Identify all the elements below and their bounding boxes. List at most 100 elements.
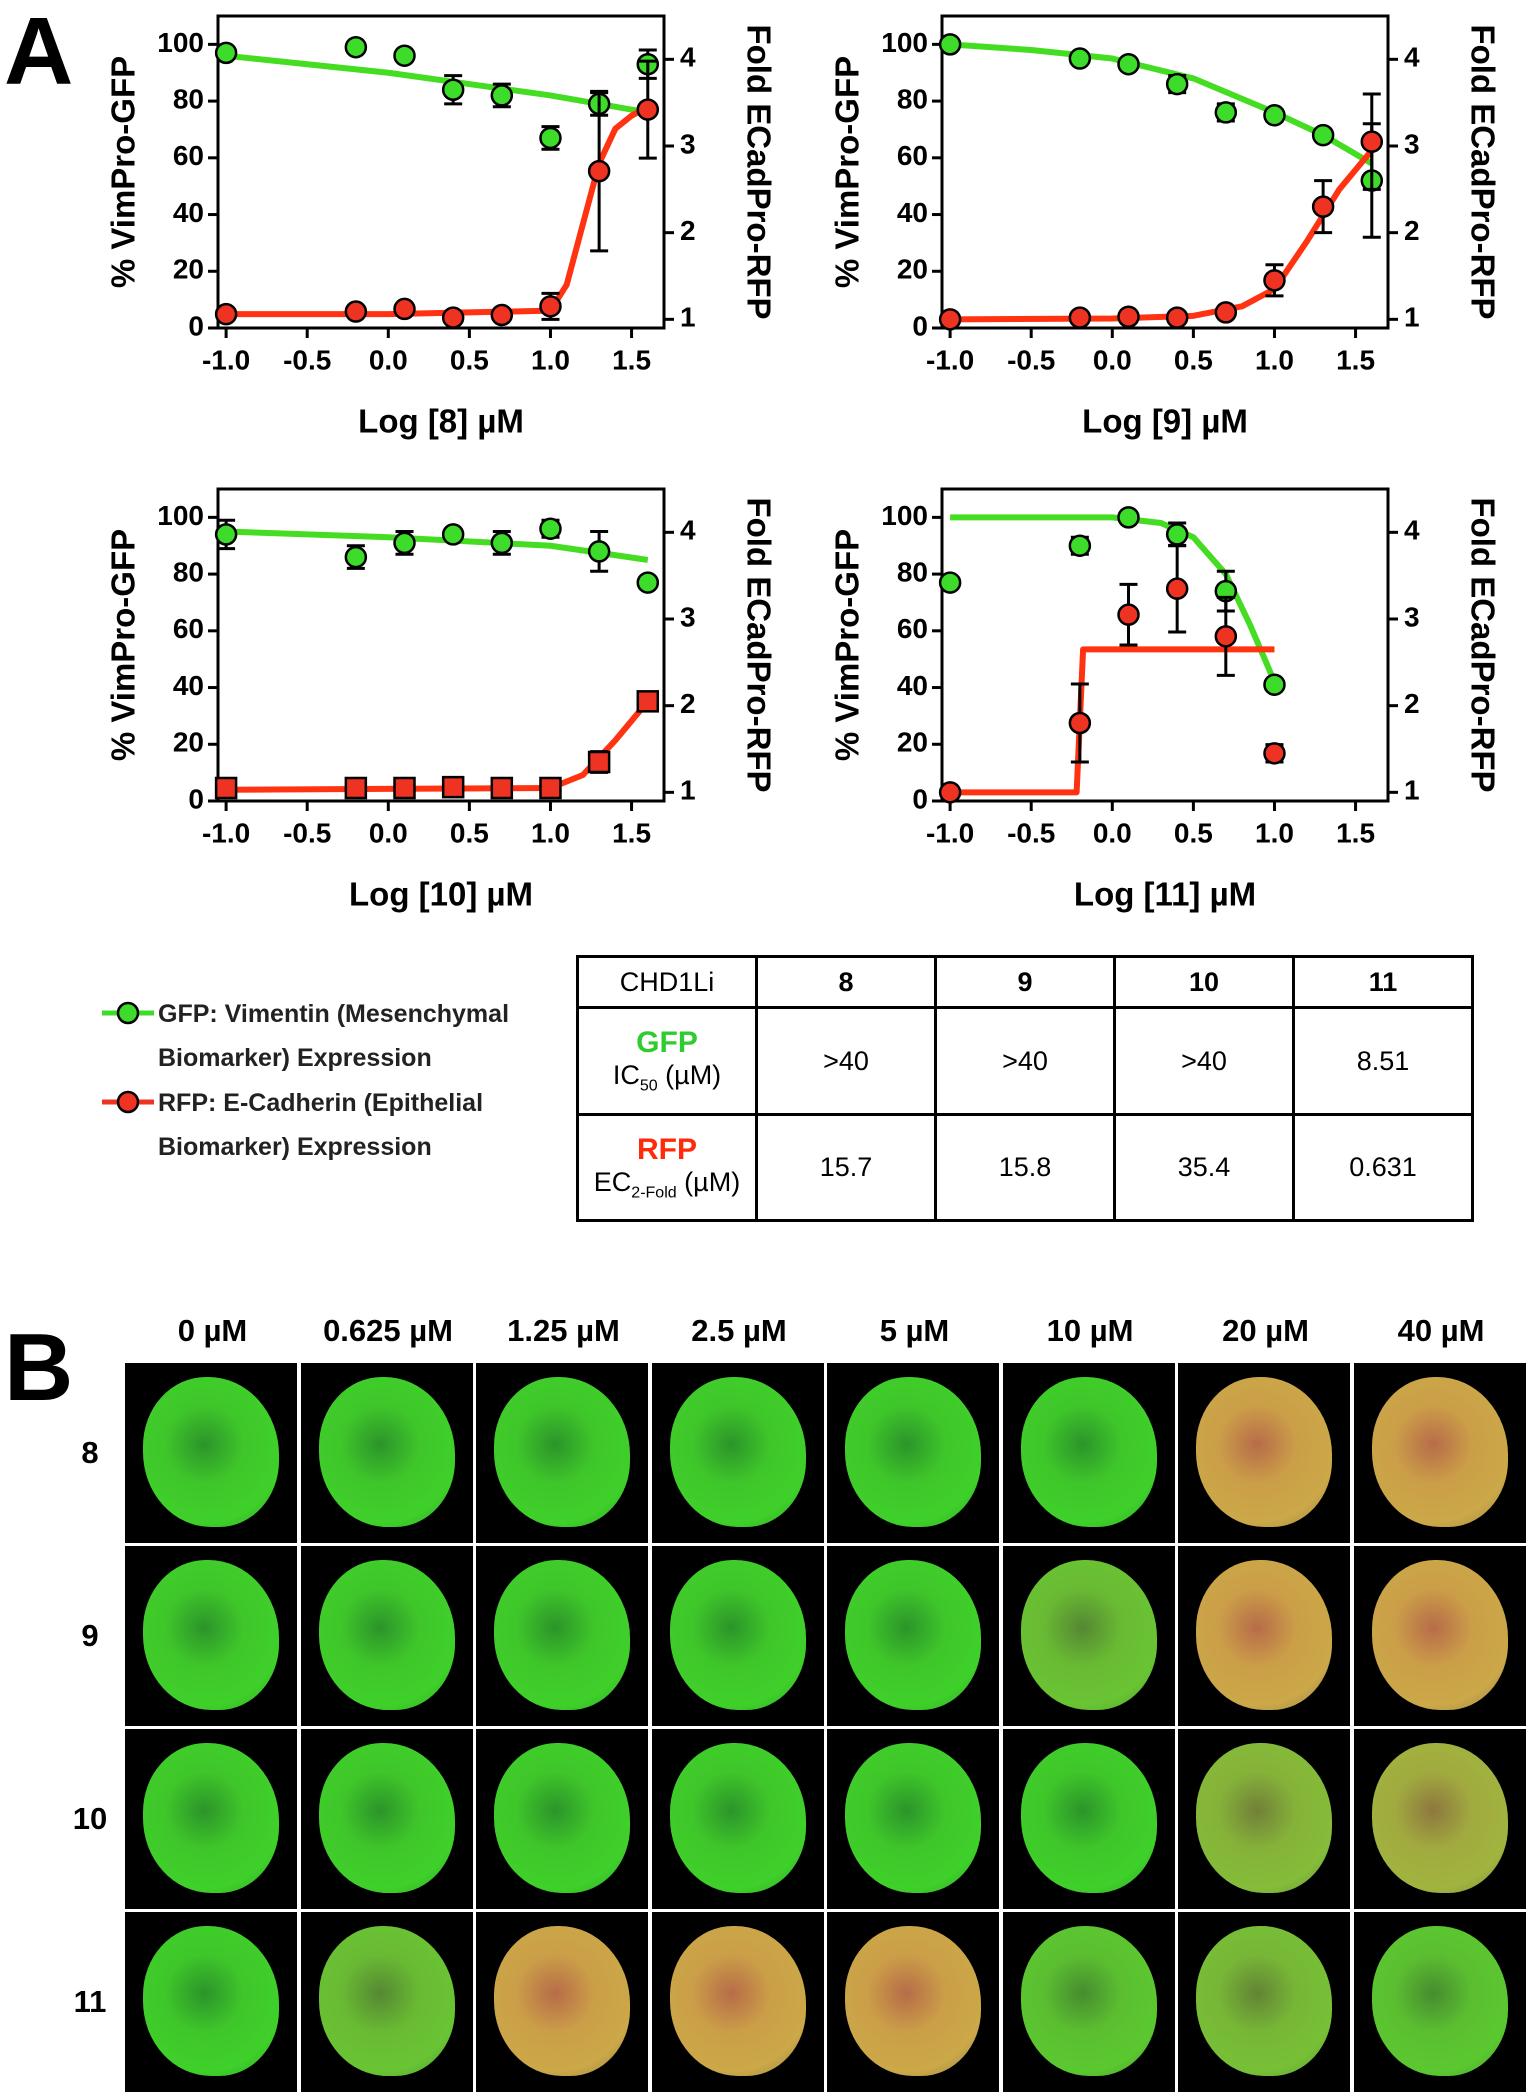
spheroid — [1371, 1377, 1508, 1527]
fit-curve — [950, 148, 1375, 323]
y-axis-title: % VimPro-GFP — [829, 529, 866, 761]
column-label: 20 µM — [1222, 1313, 1309, 1348]
point — [938, 33, 962, 56]
table-cell: >40 — [934, 1006, 1116, 1116]
table-cell: 8.51 — [1292, 1006, 1474, 1116]
point — [539, 126, 562, 150]
y2-axis-title: Fold ECadPro-RFP — [740, 24, 777, 319]
spheroid — [1196, 1377, 1332, 1527]
point — [1263, 673, 1286, 696]
table-cell: 0.631 — [1292, 1112, 1474, 1223]
y2-tick-label: 3 — [1404, 601, 1420, 632]
row-label: RFP EC2-Fold (µM) — [576, 1112, 758, 1223]
micrograph — [300, 1729, 473, 1909]
micrograph — [300, 1546, 473, 1726]
point — [393, 297, 416, 321]
table-cell: 15.7 — [755, 1112, 937, 1223]
measure-subscript: 2-Fold — [631, 1184, 677, 1202]
table-row: GFP IC50 (µM) >40 >40 >40 8.51 — [576, 1006, 1474, 1116]
measure: IC — [612, 1060, 640, 1091]
y-tick-label: 20 — [897, 727, 928, 758]
micrograph — [1002, 1912, 1175, 2092]
micrograph — [1353, 1363, 1526, 1543]
row-name: RFP — [637, 1132, 697, 1166]
spheroid — [494, 1743, 630, 1893]
y-tick-label: 20 — [173, 727, 204, 758]
legend-marker — [102, 1090, 154, 1114]
spheroid — [1020, 1377, 1157, 1527]
spheroid — [669, 1926, 806, 2076]
header-cell: 10 — [1113, 954, 1295, 1010]
point — [587, 540, 611, 563]
micrograph — [125, 1912, 297, 2092]
y-axis-title: % VimPro-GFP — [829, 56, 866, 288]
spheroid — [1020, 1743, 1157, 1893]
point — [587, 159, 611, 183]
row-label: 11 — [73, 1984, 107, 2019]
x-tick-label: 0.0 — [369, 817, 408, 848]
y-tick-label: 60 — [897, 140, 928, 171]
header-cell: 11 — [1292, 954, 1474, 1010]
point — [1117, 603, 1140, 626]
micrograph — [125, 1363, 297, 1543]
table-cell: 35.4 — [1113, 1112, 1295, 1223]
point — [441, 306, 465, 329]
y-tick-label: 60 — [173, 613, 204, 644]
point — [1214, 625, 1238, 648]
x-axis-title: Log [11] µM — [1074, 876, 1256, 913]
spheroid — [1020, 1926, 1157, 2076]
legend-label: GFP: Vimentin (Mesenchymal Biomarker) Ex… — [158, 1000, 510, 1072]
x-tick-label: -1.0 — [202, 344, 250, 375]
micrograph — [1002, 1363, 1175, 1543]
point — [1165, 523, 1189, 546]
x-tick-label: -1.0 — [926, 817, 974, 848]
point — [344, 300, 368, 323]
point — [393, 531, 416, 555]
y2-tick-label: 1 — [680, 302, 696, 333]
point — [1263, 104, 1286, 127]
x-tick-label: 0.5 — [1174, 344, 1213, 375]
y-tick-label: 80 — [173, 556, 204, 587]
y-tick-label: 100 — [881, 500, 928, 531]
x-tick-label: 1.5 — [1336, 344, 1375, 375]
y-tick-label: 0 — [188, 783, 204, 814]
point — [441, 775, 465, 799]
x-tick-label: 0.0 — [1093, 817, 1132, 848]
table-row: RFP EC2-Fold (µM) 15.7 15.8 35.4 0.631 — [576, 1112, 1474, 1223]
micrograph — [651, 1729, 824, 1909]
y2-axis-title: Fold ECadPro-RFP — [1464, 497, 1501, 792]
column-label: 1.25 µM — [507, 1313, 620, 1348]
point — [938, 308, 962, 331]
point — [441, 78, 465, 101]
row-label: GFP IC50 (µM) — [576, 1006, 758, 1116]
y-tick-label: 100 — [157, 27, 204, 58]
spheroid — [1196, 1743, 1332, 1893]
point — [214, 41, 238, 65]
plot-frame — [216, 487, 666, 803]
point — [587, 750, 611, 774]
spheroid — [143, 1560, 279, 1710]
micrograph — [651, 1546, 824, 1726]
micrograph — [1353, 1912, 1526, 2092]
micrograph — [476, 1912, 648, 2092]
x-tick-label: 0.5 — [450, 344, 489, 375]
y-tick-label: 100 — [881, 27, 928, 58]
y2-tick-label: 1 — [1404, 775, 1420, 806]
point — [1068, 47, 1092, 70]
point — [490, 84, 514, 107]
micrograph — [476, 1363, 648, 1543]
spheroid — [845, 1926, 981, 2076]
spheroid — [1371, 1743, 1508, 1893]
column-label: 10 µM — [1046, 1313, 1134, 1348]
point — [441, 523, 465, 546]
point — [214, 523, 238, 546]
point — [539, 776, 562, 800]
x-tick-label: 1.5 — [612, 817, 651, 848]
table-header: CHD1Li 8 9 10 11 — [576, 954, 1474, 1010]
y-axis-title: % VimPro-GFP — [105, 529, 142, 761]
micrograph — [827, 1363, 999, 1543]
y2-tick-label: 4 — [1404, 515, 1420, 546]
spheroid — [1020, 1560, 1157, 1710]
legend-label: RFP: E-Cadherin (Epithelial Biomarker) E… — [158, 1089, 484, 1161]
